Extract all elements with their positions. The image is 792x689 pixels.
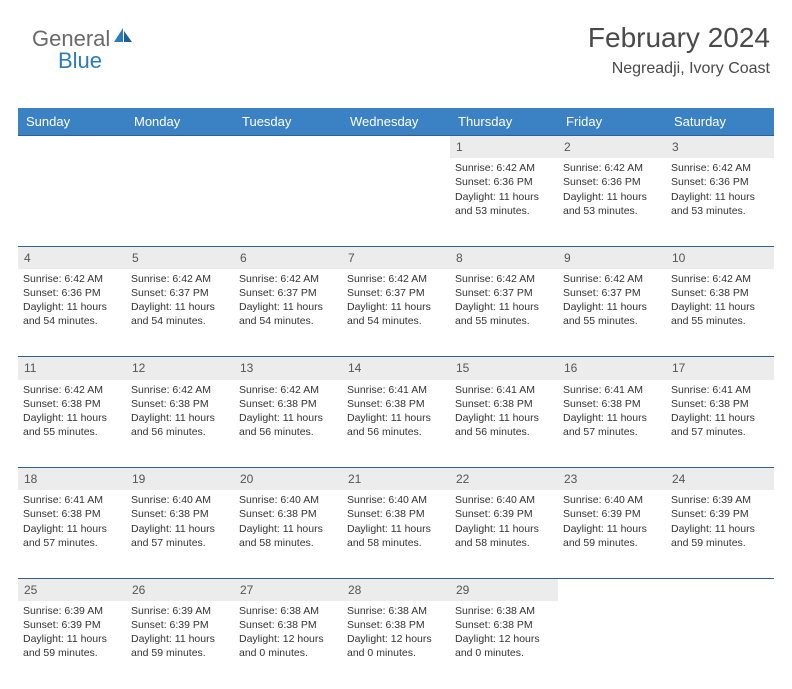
calendar: SundayMondayTuesdayWednesdayThursdayFrid… bbox=[18, 108, 774, 689]
detail-row: Sunrise: 6:42 AMSunset: 6:38 PMDaylight:… bbox=[18, 380, 774, 468]
day-detail-cell bbox=[234, 158, 342, 246]
day-detail-cell: Sunrise: 6:40 AMSunset: 6:38 PMDaylight:… bbox=[234, 490, 342, 578]
day-detail-cell: Sunrise: 6:42 AMSunset: 6:37 PMDaylight:… bbox=[234, 269, 342, 357]
day-header: Tuesday bbox=[234, 108, 342, 136]
day-detail-cell: Sunrise: 6:39 AMSunset: 6:39 PMDaylight:… bbox=[126, 601, 234, 689]
day-detail-cell bbox=[18, 158, 126, 246]
day-detail-cell: Sunrise: 6:40 AMSunset: 6:38 PMDaylight:… bbox=[126, 490, 234, 578]
day-detail-cell: Sunrise: 6:41 AMSunset: 6:38 PMDaylight:… bbox=[666, 380, 774, 468]
calendar-table: SundayMondayTuesdayWednesdayThursdayFrid… bbox=[18, 108, 774, 689]
detail-row: Sunrise: 6:39 AMSunset: 6:39 PMDaylight:… bbox=[18, 601, 774, 689]
day-number-cell: 4 bbox=[18, 246, 126, 269]
day-number-cell: 21 bbox=[342, 468, 450, 491]
day-header: Thursday bbox=[450, 108, 558, 136]
day-number-cell: 20 bbox=[234, 468, 342, 491]
day-number-cell: 10 bbox=[666, 246, 774, 269]
page-title: February 2024 bbox=[588, 22, 770, 54]
day-number-cell: 17 bbox=[666, 357, 774, 380]
day-detail-cell: Sunrise: 6:41 AMSunset: 6:38 PMDaylight:… bbox=[450, 380, 558, 468]
day-number-cell: 7 bbox=[342, 246, 450, 269]
day-detail-cell bbox=[666, 601, 774, 689]
day-header-row: SundayMondayTuesdayWednesdayThursdayFrid… bbox=[18, 108, 774, 136]
day-detail-cell: Sunrise: 6:42 AMSunset: 6:37 PMDaylight:… bbox=[558, 269, 666, 357]
day-number-cell: 9 bbox=[558, 246, 666, 269]
day-number-cell: 6 bbox=[234, 246, 342, 269]
day-detail-cell: Sunrise: 6:42 AMSunset: 6:38 PMDaylight:… bbox=[126, 380, 234, 468]
day-header: Saturday bbox=[666, 108, 774, 136]
day-detail-cell: Sunrise: 6:41 AMSunset: 6:38 PMDaylight:… bbox=[342, 380, 450, 468]
day-number-cell: 13 bbox=[234, 357, 342, 380]
day-number-cell: 12 bbox=[126, 357, 234, 380]
day-detail-cell: Sunrise: 6:42 AMSunset: 6:36 PMDaylight:… bbox=[666, 158, 774, 246]
day-number-cell: 23 bbox=[558, 468, 666, 491]
day-number-cell: 27 bbox=[234, 578, 342, 601]
detail-row: Sunrise: 6:42 AMSunset: 6:36 PMDaylight:… bbox=[18, 269, 774, 357]
daynum-row: 11121314151617 bbox=[18, 357, 774, 380]
logo-text-2: Blue bbox=[58, 48, 102, 74]
daynum-row: 45678910 bbox=[18, 246, 774, 269]
day-detail-cell: Sunrise: 6:42 AMSunset: 6:38 PMDaylight:… bbox=[234, 380, 342, 468]
day-detail-cell bbox=[342, 158, 450, 246]
detail-row: Sunrise: 6:41 AMSunset: 6:38 PMDaylight:… bbox=[18, 490, 774, 578]
day-detail-cell: Sunrise: 6:39 AMSunset: 6:39 PMDaylight:… bbox=[18, 601, 126, 689]
day-header: Sunday bbox=[18, 108, 126, 136]
day-detail-cell: Sunrise: 6:42 AMSunset: 6:38 PMDaylight:… bbox=[666, 269, 774, 357]
day-detail-cell: Sunrise: 6:42 AMSunset: 6:36 PMDaylight:… bbox=[558, 158, 666, 246]
day-detail-cell: Sunrise: 6:38 AMSunset: 6:38 PMDaylight:… bbox=[450, 601, 558, 689]
day-detail-cell: Sunrise: 6:42 AMSunset: 6:37 PMDaylight:… bbox=[342, 269, 450, 357]
day-detail-cell: Sunrise: 6:42 AMSunset: 6:36 PMDaylight:… bbox=[450, 158, 558, 246]
day-detail-cell bbox=[558, 601, 666, 689]
day-number-cell: 1 bbox=[450, 136, 558, 159]
page-subtitle: Negreadji, Ivory Coast bbox=[588, 60, 770, 78]
day-header: Monday bbox=[126, 108, 234, 136]
day-header: Wednesday bbox=[342, 108, 450, 136]
day-number-cell: 29 bbox=[450, 578, 558, 601]
daynum-row: 2526272829 bbox=[18, 578, 774, 601]
day-number-cell: 15 bbox=[450, 357, 558, 380]
day-number-cell: 5 bbox=[126, 246, 234, 269]
day-detail-cell: Sunrise: 6:42 AMSunset: 6:37 PMDaylight:… bbox=[126, 269, 234, 357]
day-header: Friday bbox=[558, 108, 666, 136]
day-number-cell bbox=[342, 136, 450, 159]
day-detail-cell: Sunrise: 6:42 AMSunset: 6:36 PMDaylight:… bbox=[18, 269, 126, 357]
header: February 2024 Negreadji, Ivory Coast bbox=[588, 22, 770, 78]
day-detail-cell: Sunrise: 6:42 AMSunset: 6:37 PMDaylight:… bbox=[450, 269, 558, 357]
day-number-cell: 24 bbox=[666, 468, 774, 491]
day-number-cell: 14 bbox=[342, 357, 450, 380]
day-detail-cell: Sunrise: 6:41 AMSunset: 6:38 PMDaylight:… bbox=[18, 490, 126, 578]
day-number-cell bbox=[234, 136, 342, 159]
day-detail-cell: Sunrise: 6:38 AMSunset: 6:38 PMDaylight:… bbox=[342, 601, 450, 689]
day-number-cell: 22 bbox=[450, 468, 558, 491]
day-detail-cell: Sunrise: 6:40 AMSunset: 6:39 PMDaylight:… bbox=[558, 490, 666, 578]
day-number-cell: 16 bbox=[558, 357, 666, 380]
day-detail-cell: Sunrise: 6:41 AMSunset: 6:38 PMDaylight:… bbox=[558, 380, 666, 468]
logo-sail-icon bbox=[112, 26, 134, 52]
day-number-cell bbox=[18, 136, 126, 159]
day-number-cell bbox=[666, 578, 774, 601]
day-number-cell: 25 bbox=[18, 578, 126, 601]
day-number-cell: 8 bbox=[450, 246, 558, 269]
detail-row: Sunrise: 6:42 AMSunset: 6:36 PMDaylight:… bbox=[18, 158, 774, 246]
day-number-cell bbox=[126, 136, 234, 159]
daynum-row: 123 bbox=[18, 136, 774, 159]
day-number-cell: 28 bbox=[342, 578, 450, 601]
day-number-cell: 19 bbox=[126, 468, 234, 491]
day-number-cell: 18 bbox=[18, 468, 126, 491]
day-number-cell: 2 bbox=[558, 136, 666, 159]
day-number-cell: 3 bbox=[666, 136, 774, 159]
day-number-cell: 26 bbox=[126, 578, 234, 601]
day-detail-cell: Sunrise: 6:42 AMSunset: 6:38 PMDaylight:… bbox=[18, 380, 126, 468]
day-number-cell: 11 bbox=[18, 357, 126, 380]
day-detail-cell: Sunrise: 6:39 AMSunset: 6:39 PMDaylight:… bbox=[666, 490, 774, 578]
calendar-body: 123Sunrise: 6:42 AMSunset: 6:36 PMDaylig… bbox=[18, 136, 774, 689]
day-number-cell bbox=[558, 578, 666, 601]
day-detail-cell bbox=[126, 158, 234, 246]
day-detail-cell: Sunrise: 6:40 AMSunset: 6:38 PMDaylight:… bbox=[342, 490, 450, 578]
daynum-row: 18192021222324 bbox=[18, 468, 774, 491]
day-detail-cell: Sunrise: 6:38 AMSunset: 6:38 PMDaylight:… bbox=[234, 601, 342, 689]
day-detail-cell: Sunrise: 6:40 AMSunset: 6:39 PMDaylight:… bbox=[450, 490, 558, 578]
